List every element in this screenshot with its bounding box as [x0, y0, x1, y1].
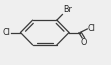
Text: Br: Br: [63, 5, 72, 14]
Text: Cl: Cl: [2, 28, 10, 37]
Text: Cl: Cl: [88, 24, 96, 33]
Text: O: O: [81, 38, 87, 47]
